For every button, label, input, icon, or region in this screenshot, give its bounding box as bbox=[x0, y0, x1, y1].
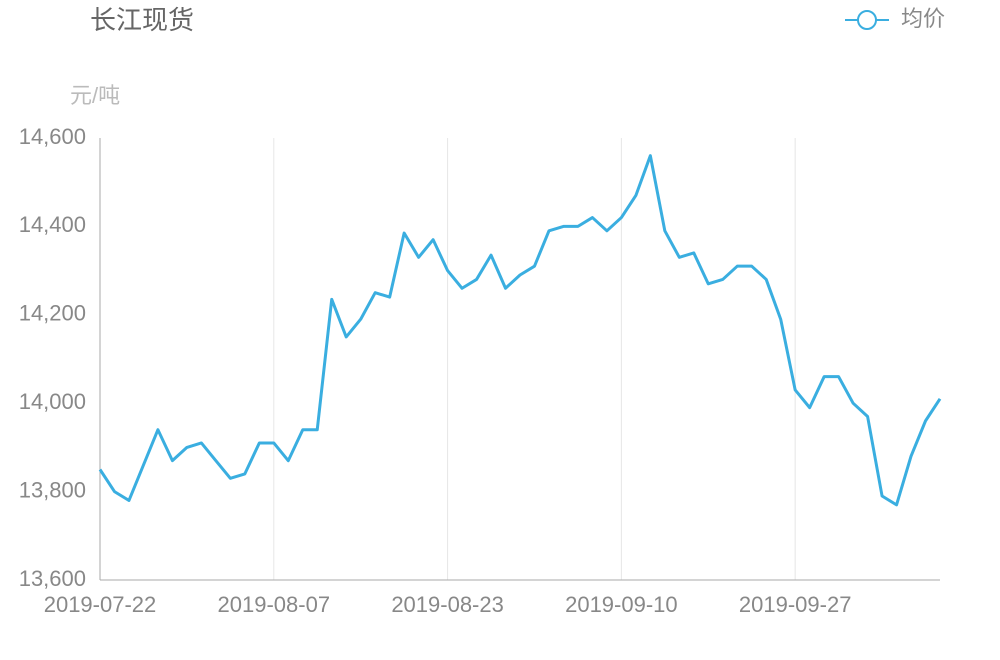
x-tick-label: 2019-08-23 bbox=[391, 592, 504, 617]
y-axis-label: 元/吨 bbox=[70, 83, 120, 108]
x-tick-label: 2019-09-27 bbox=[739, 592, 852, 617]
x-tick-label: 2019-08-07 bbox=[218, 592, 331, 617]
y-tick-label: 14,200 bbox=[19, 301, 86, 326]
y-tick-label: 14,000 bbox=[19, 389, 86, 414]
y-tick-label: 14,400 bbox=[19, 212, 86, 237]
line-series bbox=[98, 154, 942, 507]
y-tick-label: 14,600 bbox=[19, 124, 86, 149]
legend-marker bbox=[857, 10, 877, 30]
y-tick-label: 13,800 bbox=[19, 477, 86, 502]
x-tick-label: 2019-09-10 bbox=[565, 592, 678, 617]
chart-title: 长江现货 bbox=[90, 5, 194, 35]
y-tick-label: 13,600 bbox=[19, 566, 86, 591]
x-tick-label: 2019-07-22 bbox=[44, 592, 157, 617]
legend-label: 均价 bbox=[901, 6, 945, 31]
